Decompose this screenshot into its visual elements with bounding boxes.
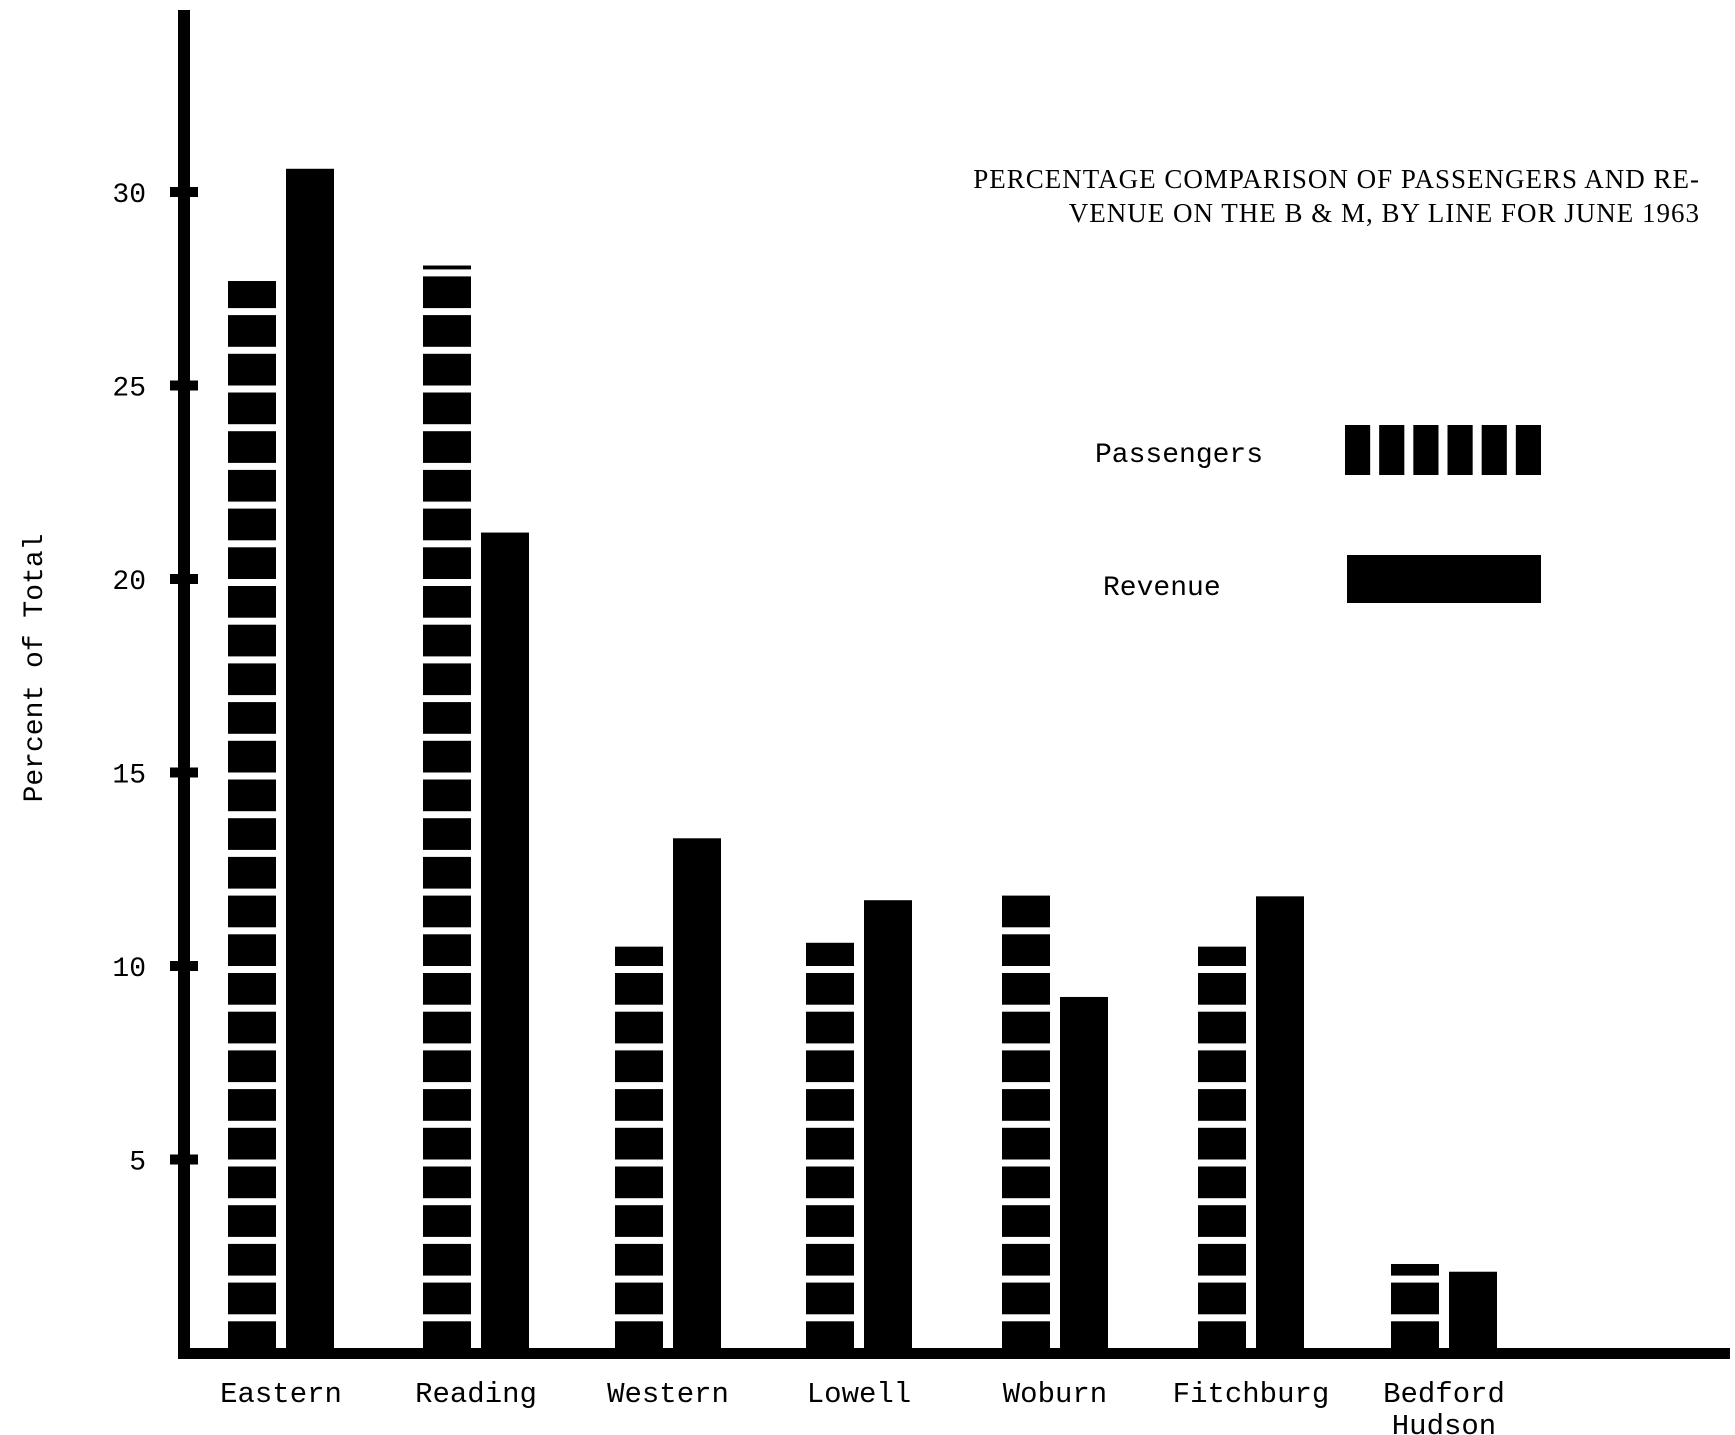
bar-revenue [673,838,721,1353]
y-tick-mark [170,187,198,197]
chart-title: PERCENTAGE COMPARISON OF PASSENGERS AND … [973,164,1700,228]
legend-swatch-revenue [1347,555,1541,603]
y-tick-label: 10 [112,954,146,985]
y-ticks: 5 10 15 20 25 30 [112,180,198,1179]
bar-passengers [1198,946,1246,1353]
legend-label-revenue: Revenue [1103,573,1221,604]
x-tick-label: Reading [415,1378,537,1411]
bar-revenue [286,168,334,1353]
bar-passengers [423,265,471,1353]
y-axis-line [178,10,190,1359]
y-tick-mark [170,1154,198,1165]
y-tick-mark [170,574,198,584]
y-axis-title: Percent of Total [20,534,51,803]
axes [178,10,1730,1359]
chart-title-line-2: VENUE ON THE B & M, BY LINE FOR JUNE 196… [1069,198,1700,228]
legend-label-passengers: Passengers [1095,440,1263,471]
bar-passengers [1391,1263,1439,1353]
bar-passengers [806,942,854,1353]
legend: Passengers Revenue [1095,425,1541,604]
y-tick-label: 5 [129,1148,146,1179]
x-tick-labels: Eastern Reading Western Lowell Woburn Fitchbu… [220,1378,1505,1435]
chart-title-line-1: PERCENTAGE COMPARISON OF PASSENGERS AND … [973,164,1700,194]
y-tick-mark [170,767,198,778]
bar-revenue [1449,1271,1497,1353]
x-axis-line [178,1348,1730,1359]
y-tick-label: 25 [112,374,146,405]
y-tick-label: 30 [112,180,146,211]
x-tick-label: Woburn [1003,1378,1107,1411]
x-tick-label: Lowell [807,1378,911,1411]
bar-revenue [1060,996,1108,1353]
bars [228,168,1497,1353]
y-tick-mark [170,380,198,391]
bar-passengers [615,946,663,1353]
bar-passengers [1002,895,1050,1353]
bar-revenue [864,900,912,1353]
y-tick-mark [170,961,198,971]
x-tick-label: Eastern [220,1378,342,1411]
x-tick-label: Hudson [1392,1410,1496,1435]
y-tick-label: 20 [112,567,146,598]
legend-swatch-passengers [1345,425,1541,475]
x-tick-label: Fitchburg [1173,1378,1330,1411]
x-tick-label: Bedford [1383,1378,1505,1411]
bar-revenue [1256,896,1304,1353]
bar-passengers [228,281,276,1353]
x-tick-label: Western [607,1378,729,1411]
y-tick-label: 15 [112,761,146,792]
bar-revenue [481,532,529,1353]
